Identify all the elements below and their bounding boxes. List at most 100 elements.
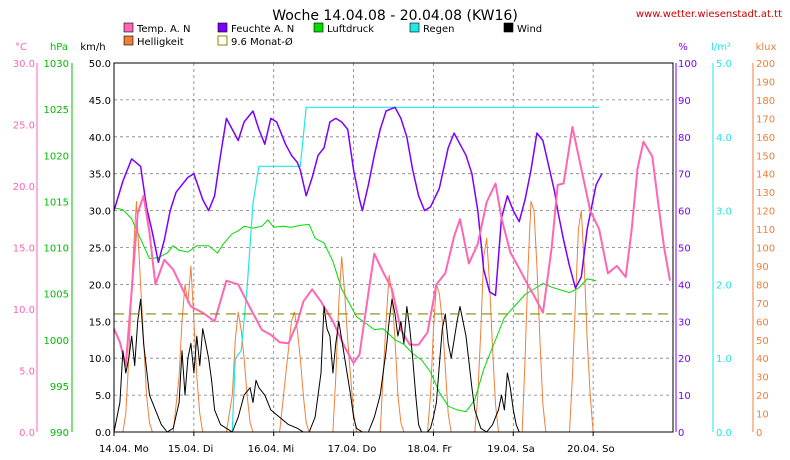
wind-tick-label: 45.0: [89, 96, 111, 107]
temperature-tick-label: 10.0: [13, 305, 35, 316]
humidity-unit-label: %: [678, 42, 688, 53]
pressure-tick-label: 1000: [44, 336, 69, 347]
brightness-tick-label: 180: [756, 96, 775, 107]
legend-item: Temp. A. N: [123, 22, 191, 35]
rain-tick-label: 5.0: [716, 59, 732, 70]
series-regen-line: [231, 106, 600, 431]
rain-tick-label: 3.0: [716, 207, 732, 218]
humidity-tick-label: 40: [678, 280, 691, 291]
pressure-tick-label: 1010: [44, 244, 69, 255]
wind-tick-label: 0.0: [95, 428, 111, 439]
brightness-tick-label: 90: [756, 262, 769, 273]
series-wind-line: [113, 298, 526, 433]
humidity-tick-label: 100: [678, 59, 697, 70]
wind-tick-label: 20.0: [89, 280, 111, 291]
x-tick-label: 14.04. Mo: [99, 444, 149, 455]
left-axes: 0.0 5.0 10.0 15.0 20.0 25.0 30.0 990 995 1000 1005…: [13, 59, 115, 439]
brightness-tick-label: 120: [756, 207, 775, 218]
wind-tick-label: 40.0: [89, 133, 111, 144]
brightness-tick-label: 60: [756, 317, 769, 328]
legend-label: Feuchte A. N: [231, 24, 294, 35]
legend-swatch: [409, 22, 420, 33]
x-tick-label: 16.04. Mi: [248, 444, 294, 455]
legend-item: Wind: [503, 22, 542, 35]
legend-swatch: [123, 35, 134, 46]
humidity-tick-label: 20: [678, 354, 691, 365]
brightness-tick-label: 50: [756, 336, 769, 347]
legend-swatch: [503, 22, 514, 33]
temperature-unit-label: °C: [15, 42, 27, 53]
brightness-tick-label: 170: [756, 114, 775, 125]
legend-label: Helligkeit: [137, 37, 184, 48]
legend-swatch: [123, 22, 134, 33]
legend-item: Helligkeit: [123, 35, 184, 48]
chart-title: Woche 14.04.08 - 20.04.08 (KW16): [272, 8, 518, 24]
legend-item: Regen: [409, 22, 455, 35]
pressure-tick-label: 1015: [44, 197, 69, 208]
brightness-tick-label: 130: [756, 188, 775, 199]
rain-tick-label: 1.0: [716, 354, 732, 365]
humidity-tick-label: 80: [678, 133, 691, 144]
humidity-tick-label: 50: [678, 244, 691, 255]
pressure-unit-label: hPa: [50, 42, 68, 53]
series-helligkeit-line: [114, 200, 594, 433]
wind-tick-label: 10.0: [89, 354, 111, 365]
legend-label: Luftdruck: [327, 24, 374, 35]
brightness-tick-label: 140: [756, 170, 775, 181]
brightness-tick-label: 0: [756, 428, 762, 439]
series-layer: [113, 106, 673, 433]
temperature-tick-label: 0.0: [19, 428, 35, 439]
x-axis: 14.04. Mo 15.04. Di 16.04. Mi 17.04. Do 18.0…: [99, 432, 615, 455]
series-feuchte-a-n-line: [113, 106, 603, 297]
legend-item: Luftdruck: [313, 22, 374, 35]
temperature-tick-label: 5.0: [19, 367, 35, 378]
series-luftdruck-line: [113, 207, 597, 413]
wind-tick-label: 5.0: [95, 391, 111, 402]
series-temp-a-n-line: [113, 126, 671, 367]
brightness-tick-label: 10: [756, 410, 769, 421]
brightness-tick-label: 200: [756, 59, 775, 70]
x-tick-label: 18.04. Fr: [407, 444, 452, 455]
humidity-tick-label: 70: [678, 170, 691, 181]
brightness-unit-label: klux: [756, 42, 777, 53]
brightness-tick-label: 150: [756, 151, 775, 162]
brightness-tick-label: 30: [756, 373, 769, 384]
wind-tick-label: 50.0: [89, 59, 111, 70]
legend-swatch: [313, 22, 324, 33]
temperature-tick-label: 30.0: [13, 59, 35, 70]
rain-tick-label: 4.0: [716, 133, 732, 144]
wind-tick-label: 30.0: [89, 207, 111, 218]
temperature-tick-label: 15.0: [13, 244, 35, 255]
brightness-tick-label: 80: [756, 280, 769, 291]
plot-frame: [113, 62, 674, 433]
x-tick-label: 20.04. So: [567, 444, 614, 455]
legend-label: Regen: [423, 24, 455, 35]
brightness-tick-label: 110: [756, 225, 775, 236]
rain-tick-label: 2.0: [716, 280, 732, 291]
pressure-tick-label: 1025: [44, 105, 69, 116]
wind-tick-label: 25.0: [89, 244, 111, 255]
x-tick-label: 17.04. Do: [328, 444, 377, 455]
x-tick-label: 15.04. Di: [168, 444, 213, 455]
right-axes: 01020304050607080901000.01.02.03.04.05.0…: [675, 59, 775, 439]
source-url: www.wetter.wiesenstadt.at.tt: [636, 9, 782, 20]
legend-swatch: [217, 35, 228, 46]
pressure-tick-label: 1030: [44, 59, 69, 70]
pressure-tick-label: 990: [50, 428, 69, 439]
axis-units: °C hPa km/h% l/m² klux: [15, 42, 776, 53]
humidity-tick-label: 90: [678, 96, 691, 107]
legend-swatch: [217, 22, 228, 33]
legend-label: Temp. A. N: [136, 24, 191, 35]
brightness-tick-label: 160: [756, 133, 775, 144]
temperature-tick-label: 25.0: [13, 121, 35, 132]
brightness-tick-label: 40: [756, 354, 769, 365]
humidity-tick-label: 60: [678, 207, 691, 218]
rain-unit-label: l/m²: [711, 42, 731, 53]
legend: Temp. A. N Feuchte A. N Luftdruck Regen Wind…: [123, 22, 542, 48]
temperature-tick-label: 20.0: [13, 182, 35, 193]
x-tick-label: 19.04. Sa: [487, 444, 534, 455]
legend-item: Feuchte A. N: [217, 22, 294, 35]
wind-tick-label: 35.0: [89, 170, 111, 181]
humidity-tick-label: 0: [678, 428, 684, 439]
